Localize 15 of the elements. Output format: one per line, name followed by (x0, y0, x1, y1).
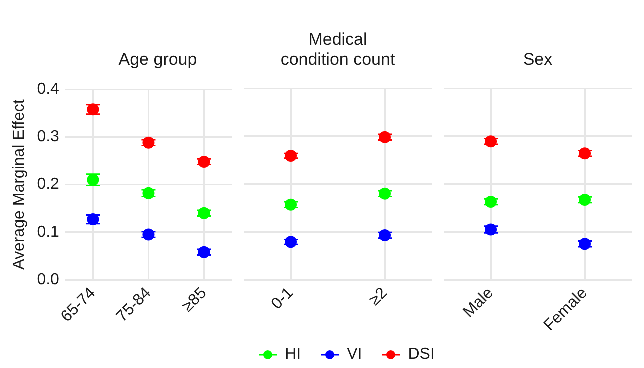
y-axis-title: Average Marginal Effect (11, 99, 28, 270)
y-tick-label: 0.4 (37, 81, 60, 98)
legend-label: DSI (408, 346, 435, 364)
chart-title: Sex (522, 50, 554, 71)
legend-label: VI (347, 346, 362, 364)
legend-label: HI (285, 346, 302, 364)
x-tick-label: ≥2 (366, 284, 392, 310)
y-tick-label: 0.3 (37, 128, 60, 146)
y-tick-label: 0.1 (37, 224, 60, 241)
chart-title: Medical condition count (280, 30, 396, 71)
y-tick-label: 0.0 (37, 271, 60, 288)
x-tick-label: ≥85 (179, 284, 210, 316)
x-tick-label: 0-1 (268, 284, 298, 314)
chart-title: Age group (118, 50, 198, 71)
y-tick-label: 0.2 (37, 176, 60, 194)
